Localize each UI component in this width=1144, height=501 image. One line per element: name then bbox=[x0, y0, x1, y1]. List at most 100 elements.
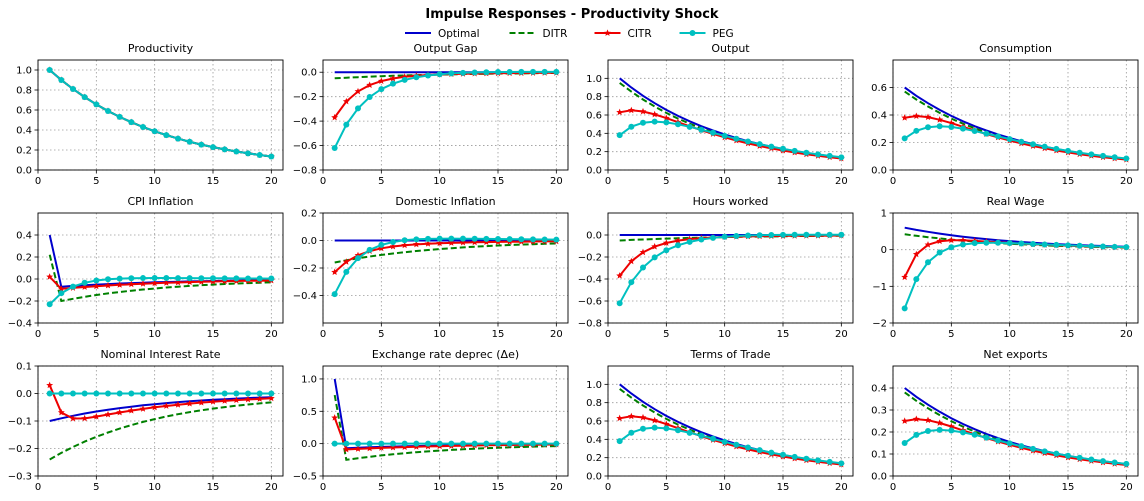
data-point-citr bbox=[221, 397, 229, 404]
data-point-citr bbox=[104, 410, 112, 418]
data-point-peg bbox=[93, 390, 100, 397]
data-point-peg bbox=[733, 233, 740, 240]
subplot-title: Nominal Interest Rate bbox=[100, 348, 220, 361]
x-tick-label: 5 bbox=[663, 176, 669, 187]
data-point-peg bbox=[1030, 445, 1036, 452]
data-point-peg bbox=[1100, 152, 1106, 159]
x-tick-label: 15 bbox=[1062, 329, 1075, 340]
data-point-peg bbox=[925, 427, 931, 434]
series-ditr bbox=[49, 401, 272, 461]
series-optimal bbox=[619, 383, 842, 465]
y-tick-label: 0.0 bbox=[301, 236, 317, 247]
y-tick-label: −0.5 bbox=[293, 472, 317, 483]
data-point-peg bbox=[140, 390, 146, 397]
y-tick-label: 0.5 bbox=[301, 407, 317, 418]
data-point-peg bbox=[640, 119, 646, 126]
data-point-peg bbox=[983, 434, 990, 441]
data-point-peg bbox=[628, 429, 635, 436]
data-point-peg bbox=[971, 128, 978, 135]
data-point-peg bbox=[460, 235, 466, 242]
x-tick-label: 20 bbox=[550, 176, 563, 187]
legend-item-citr: CITR bbox=[594, 28, 652, 40]
legend-item-optimal: Optimal bbox=[405, 28, 480, 40]
y-tick-label: 0.4 bbox=[871, 111, 887, 122]
series-line-optimal bbox=[49, 69, 272, 158]
data-point-citr bbox=[81, 414, 89, 422]
data-point-peg bbox=[803, 455, 810, 462]
data-point-citr bbox=[267, 394, 275, 402]
data-point-citr bbox=[46, 273, 54, 280]
data-point-citr bbox=[127, 280, 135, 288]
y-tick-label: 0.8 bbox=[586, 398, 602, 409]
plot-frame bbox=[607, 365, 854, 477]
data-point-peg bbox=[780, 145, 786, 152]
data-point-peg bbox=[675, 242, 681, 249]
data-point-peg bbox=[745, 232, 751, 239]
data-point-citr bbox=[639, 413, 647, 421]
subplot-11: Terms of Trade 0 5 10 15 20 0.0 0.2 0.4 0.6 0.8 1.0 bbox=[586, 348, 854, 493]
data-point-citr bbox=[354, 87, 362, 95]
data-point-peg bbox=[1041, 448, 1048, 455]
data-point-peg bbox=[936, 426, 943, 433]
data-point-peg bbox=[838, 231, 845, 238]
data-point-peg bbox=[530, 68, 536, 75]
data-point-peg bbox=[768, 231, 775, 238]
data-point-citr bbox=[924, 416, 932, 424]
series-peg bbox=[46, 67, 275, 160]
series-optimal bbox=[49, 69, 272, 158]
data-point-citr bbox=[174, 278, 182, 286]
data-point-peg bbox=[268, 153, 275, 160]
subplot-3: Output 0 5 10 15 20 0.0 0.2 0.4 0.6 0.8 1.0 bbox=[586, 42, 854, 187]
data-point-peg bbox=[756, 141, 763, 148]
data-point-peg bbox=[378, 440, 385, 447]
series-citr bbox=[46, 66, 275, 160]
data-point-peg bbox=[506, 68, 513, 75]
data-point-citr bbox=[936, 237, 944, 245]
data-point-citr bbox=[57, 408, 65, 416]
data-point-peg bbox=[948, 123, 955, 130]
data-point-citr bbox=[651, 110, 659, 118]
data-point-citr bbox=[936, 116, 944, 123]
data-point-peg bbox=[210, 144, 216, 151]
series-line-peg bbox=[333, 237, 557, 295]
data-point-peg bbox=[366, 246, 373, 253]
data-point-peg bbox=[1065, 452, 1071, 459]
data-point-peg bbox=[268, 275, 275, 282]
series-line-optimal bbox=[619, 383, 842, 465]
series-ditr bbox=[333, 394, 557, 461]
data-point-peg bbox=[1076, 454, 1083, 461]
plot-frame bbox=[37, 365, 284, 477]
data-point-peg bbox=[1041, 143, 1048, 150]
series-peg bbox=[331, 68, 560, 151]
data-point-peg bbox=[1088, 151, 1095, 158]
x-tick-label: 15 bbox=[492, 482, 505, 493]
y-tick-label: 0.2 bbox=[16, 253, 32, 264]
data-point-peg bbox=[331, 440, 338, 447]
subplot-9: Nominal Interest Rate 0 5 10 15 20 −0.3 −0.2 −0.… bbox=[8, 348, 284, 493]
x-tick-label: 10 bbox=[148, 482, 161, 493]
data-point-peg bbox=[233, 148, 240, 155]
data-point-citr bbox=[342, 97, 350, 105]
y-tick-label: −0.6 bbox=[578, 297, 602, 308]
x-tick-label: 20 bbox=[265, 176, 278, 187]
data-point-peg bbox=[425, 235, 431, 242]
data-point-citr bbox=[116, 281, 124, 288]
x-tick-label: 5 bbox=[948, 329, 954, 340]
y-tick-label: 0.4 bbox=[586, 435, 602, 446]
data-point-peg bbox=[815, 231, 821, 238]
data-point-peg bbox=[1006, 440, 1013, 447]
data-point-peg bbox=[1006, 240, 1013, 247]
data-point-peg bbox=[105, 276, 111, 283]
y-tick-label: 0.0 bbox=[871, 166, 887, 177]
data-point-citr bbox=[162, 402, 170, 409]
data-point-citr bbox=[151, 279, 159, 287]
data-point-citr bbox=[116, 408, 124, 416]
data-point-citr bbox=[616, 272, 624, 279]
data-point-peg bbox=[936, 123, 943, 130]
x-tick-label: 0 bbox=[605, 176, 611, 187]
subplot-7: Hours worked 0 5 10 15 20 −0.8 −0.6 −0.4 −0.2 0.0 bbox=[578, 195, 854, 340]
data-point-peg bbox=[175, 275, 181, 282]
data-point-citr bbox=[389, 242, 397, 250]
data-point-citr bbox=[662, 420, 670, 428]
data-point-peg bbox=[815, 151, 821, 158]
